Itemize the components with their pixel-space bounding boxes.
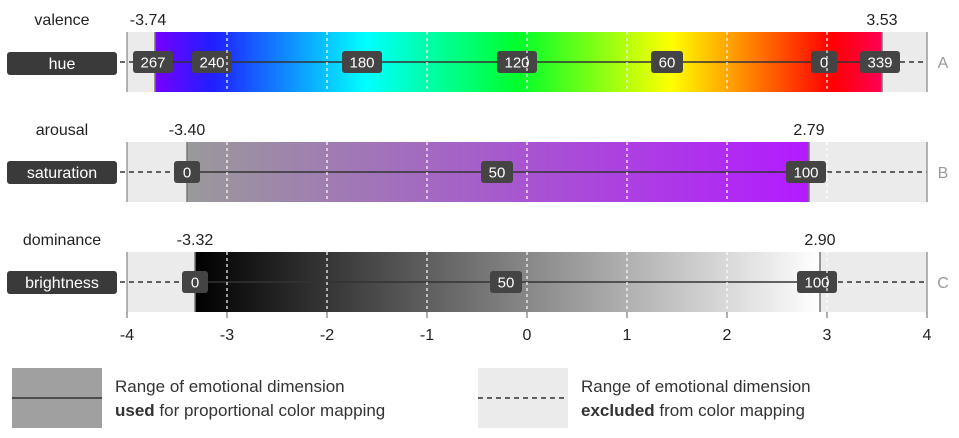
row-dominance-brightness: brightness dominance -3.32 2.90 C 0 50 100 [7, 232, 949, 312]
marker-label: 0 [183, 165, 191, 182]
marker-label: 60 [659, 55, 676, 72]
marker-label: 50 [489, 165, 506, 182]
marker-pill [860, 51, 900, 73]
x-tick-label: 0 [523, 327, 532, 344]
marker-pill [174, 161, 200, 183]
channel-label-brightness: brightness [25, 275, 99, 292]
dimension-label-valence: valence [34, 12, 89, 29]
x-axis: -4 -3 -2 -1 0 1 2 3 4 [120, 312, 932, 344]
range-max-label: 3.53 [866, 12, 897, 29]
marker-pill [133, 51, 173, 73]
marker-label: 100 [804, 275, 829, 292]
x-tick-label: -1 [420, 327, 434, 344]
marker-label: 120 [504, 55, 529, 72]
range-min-label: -3.74 [130, 12, 167, 29]
marker-label: 240 [199, 55, 224, 72]
x-tick-label: 1 [623, 327, 632, 344]
marker-label: 50 [498, 275, 515, 292]
row-valence-hue: hue valence -3.74 3.53 A 267 240 180 120 60 0… [7, 12, 949, 92]
legend-excluded-rest: from color mapping [655, 401, 805, 420]
legend-used: Range of emotional dimension used for pr… [12, 368, 385, 428]
legend-excluded-line2: excluded from color mapping [581, 401, 805, 420]
row-tag-b: B [938, 165, 949, 182]
row-tag-c: C [937, 275, 949, 292]
marker-label: 180 [349, 55, 374, 72]
marker-label: 0 [191, 275, 199, 292]
channel-label-box [7, 52, 117, 75]
legend: Range of emotional dimension used for pr… [12, 368, 811, 428]
x-tick-label: 4 [923, 327, 932, 344]
channel-label-hue: hue [49, 56, 76, 73]
x-tick-label: -4 [120, 327, 134, 344]
legend-excluded: Range of emotional dimension excluded fr… [478, 368, 811, 428]
dimension-label-arousal: arousal [36, 122, 88, 139]
legend-used-rest: for proportional color mapping [155, 401, 386, 420]
dimension-label-dominance: dominance [23, 232, 101, 249]
marker-label: 339 [867, 55, 892, 72]
marker-pill [811, 51, 837, 73]
row-markers: 267 240 180 120 60 0 339 [133, 51, 900, 73]
marker-pill [651, 51, 683, 73]
channel-label-saturation: saturation [27, 165, 97, 182]
marker-label: 267 [140, 55, 165, 72]
x-tick-label: -3 [220, 327, 234, 344]
row-tag-a: A [938, 55, 949, 72]
legend-excluded-line1: Range of emotional dimension [581, 377, 811, 396]
range-min-label: -3.40 [169, 122, 206, 139]
range-max-label: 2.79 [793, 122, 824, 139]
row-markers: 0 50 100 [174, 161, 826, 183]
marker-pill [342, 51, 382, 73]
legend-excluded-bold: excluded [581, 401, 655, 420]
channel-label-box [7, 271, 117, 294]
marker-pill [192, 51, 232, 73]
marker-label: 100 [793, 165, 818, 182]
marker-label: 0 [820, 55, 828, 72]
marker-pill [481, 161, 513, 183]
range-max-label: 2.90 [804, 232, 835, 249]
marker-pill [182, 271, 208, 293]
row-arousal-saturation: saturation arousal -3.40 2.79 B 0 50 100 [7, 122, 948, 202]
channel-label-box [7, 161, 117, 184]
range-min-label: -3.32 [177, 232, 214, 249]
legend-used-line2: used for proportional color mapping [115, 401, 385, 420]
legend-used-bold: used [115, 401, 155, 420]
marker-pill [490, 271, 522, 293]
grid-lines [126, 32, 928, 312]
marker-pill [786, 161, 826, 183]
x-tick-label: 2 [723, 327, 732, 344]
legend-used-line1: Range of emotional dimension [115, 377, 345, 396]
x-tick-label: -2 [320, 327, 334, 344]
x-tick-label: 3 [823, 327, 832, 344]
